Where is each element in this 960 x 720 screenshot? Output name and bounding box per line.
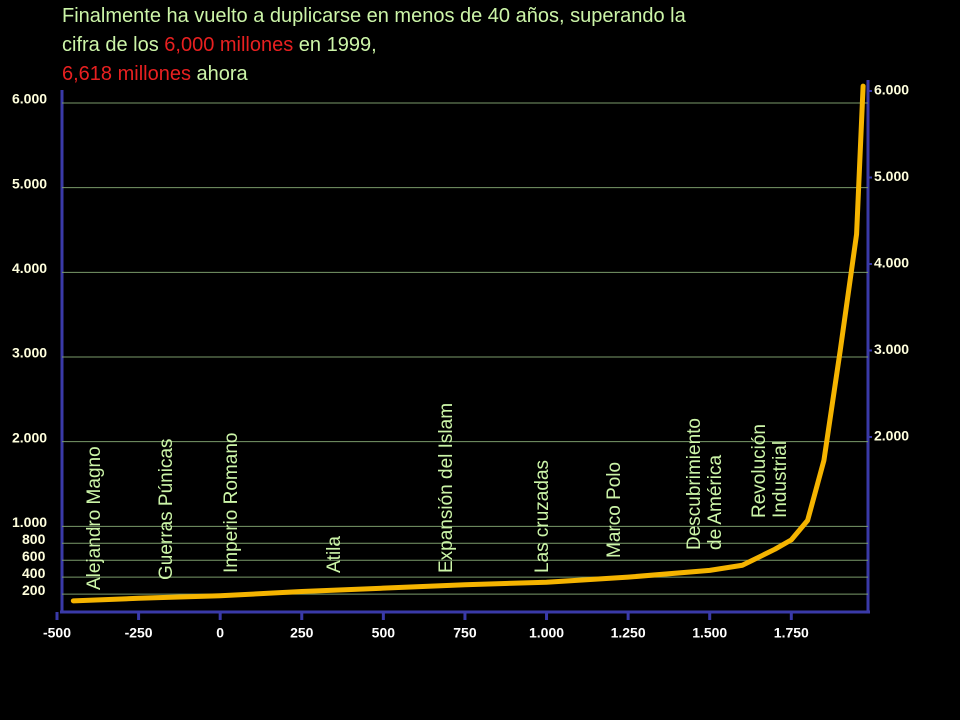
x-tick-label: 0 [216, 625, 224, 641]
x-tick-label: 1.250 [611, 625, 646, 641]
event-label: de América [705, 455, 726, 550]
x-tick-label: 1.500 [692, 625, 727, 641]
event-label: Imperio Romano [221, 433, 242, 573]
y-tick-label: 4.000 [12, 260, 47, 276]
chart-title: cifra de los 6,000 millones en 1999, [62, 34, 377, 56]
event-label: Guerras Púnicas [156, 438, 177, 580]
chart-title: Finalmente ha vuelto a duplicarse en men… [62, 5, 687, 27]
x-tick-label: 250 [290, 625, 314, 641]
event-label: Descubrimiento [684, 418, 705, 550]
x-tick-label: 1.000 [529, 625, 564, 641]
y2-tick-label: 2.000 [874, 428, 909, 444]
title-part: 6,000 millones [164, 34, 293, 56]
x-tick-label: -500 [43, 625, 71, 641]
x-tick-label: 1.750 [774, 625, 809, 641]
data-line [70, 83, 866, 604]
y-tick-label: 3.000 [12, 345, 47, 361]
title-part: ahora [191, 63, 249, 85]
y-tick-label: 400 [22, 565, 46, 581]
x-tick-label: 750 [453, 625, 477, 641]
y2-tick-label: 4.000 [874, 255, 909, 271]
x-tick-label: -250 [125, 625, 153, 641]
event-label: Las cruzadas [532, 460, 553, 573]
event-label: Expansión del Islam [436, 403, 457, 573]
y-tick-label: 200 [22, 582, 46, 598]
event-label: Marco Polo [604, 462, 625, 558]
y2-tick-label: 3.000 [874, 341, 909, 357]
y-tick-label: 2.000 [12, 429, 47, 445]
y-tick-label: 600 [22, 548, 46, 564]
event-label: Alejandro Magno [84, 446, 105, 590]
y-tick-label: 800 [22, 531, 46, 547]
event-label: Atila [324, 536, 345, 573]
title-part: cifra de los [62, 34, 164, 56]
y-tick-label: 6.000 [12, 91, 47, 107]
y2-tick-label: 6.000 [874, 82, 909, 98]
event-label: Revolución [749, 424, 770, 518]
event-label: Industrial [770, 441, 791, 518]
title-part: en 1999, [293, 34, 376, 56]
title-part: 6,618 millones [62, 63, 191, 85]
y2-tick-label: 5.000 [874, 168, 909, 184]
y-tick-label: 5.000 [12, 175, 47, 191]
y-tick-label: 1.000 [12, 514, 47, 530]
title-part: Finalmente ha vuelto a duplicarse en men… [62, 5, 687, 27]
chart-title: 6,618 millones ahora [62, 63, 249, 85]
x-tick-label: 500 [372, 625, 396, 641]
